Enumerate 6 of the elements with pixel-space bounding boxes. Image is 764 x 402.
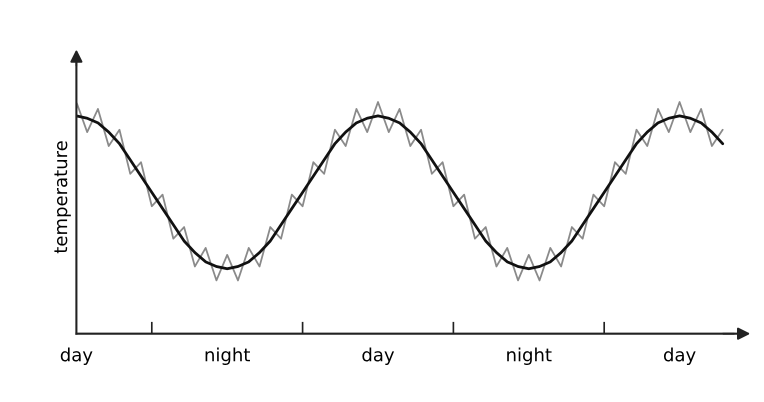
y-axis-title: temperature	[54, 141, 71, 254]
x-tick-label: day	[60, 348, 92, 366]
x-tick-label: day	[362, 348, 394, 366]
x-tick-label: day	[664, 348, 696, 366]
x-tick-label: night	[206, 348, 250, 366]
x-tick-label: night	[507, 348, 552, 366]
